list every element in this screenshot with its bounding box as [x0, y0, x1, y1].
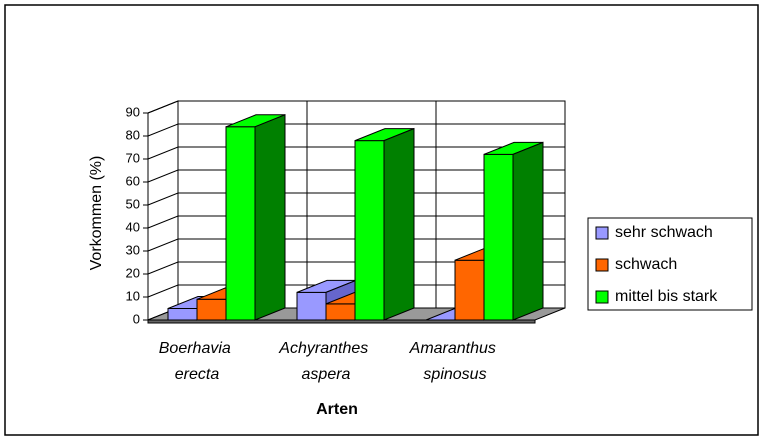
bar-front	[454, 259, 485, 321]
x-tick-label: Amaranthus spinosus	[409, 340, 501, 383]
legend-swatch	[595, 290, 609, 304]
legend-swatch	[595, 258, 609, 272]
bar-front	[296, 291, 327, 321]
bar-front	[196, 298, 227, 321]
legend-label: sehr schwach	[615, 224, 713, 241]
y-axis-title: Vorkommen (%)	[88, 156, 105, 271]
y-tick-label: 10	[126, 288, 140, 303]
bar-front	[225, 126, 256, 321]
floor-edge	[147, 319, 536, 324]
y-tick-label: 50	[126, 196, 140, 211]
legend-label: mittel bis stark	[615, 288, 718, 305]
y-tick-label: 40	[126, 219, 140, 234]
bar-front	[167, 308, 198, 321]
bar-side	[512, 141, 544, 321]
bar-front	[325, 303, 356, 321]
x-tick-label: Achyranthes aspera	[278, 340, 372, 383]
y-tick-label: 70	[126, 150, 140, 165]
legend-label: schwach	[615, 256, 677, 273]
legend-box	[587, 217, 753, 311]
y-tick-label: 20	[126, 265, 140, 280]
y-tick-label: 80	[126, 127, 140, 142]
bar-front	[354, 140, 385, 321]
x-axis-title: Arten	[316, 401, 358, 418]
y-tick-label: 60	[126, 173, 140, 188]
bar-side	[254, 114, 286, 321]
y-tick-label: 30	[126, 242, 140, 257]
bar-side	[383, 127, 415, 321]
legend-swatch	[595, 226, 609, 240]
x-tick-label: Boerhavia erecta	[159, 340, 236, 383]
bar-front	[483, 153, 514, 321]
y-tick-label: 90	[126, 104, 140, 119]
y-tick-label: 0	[133, 311, 140, 326]
